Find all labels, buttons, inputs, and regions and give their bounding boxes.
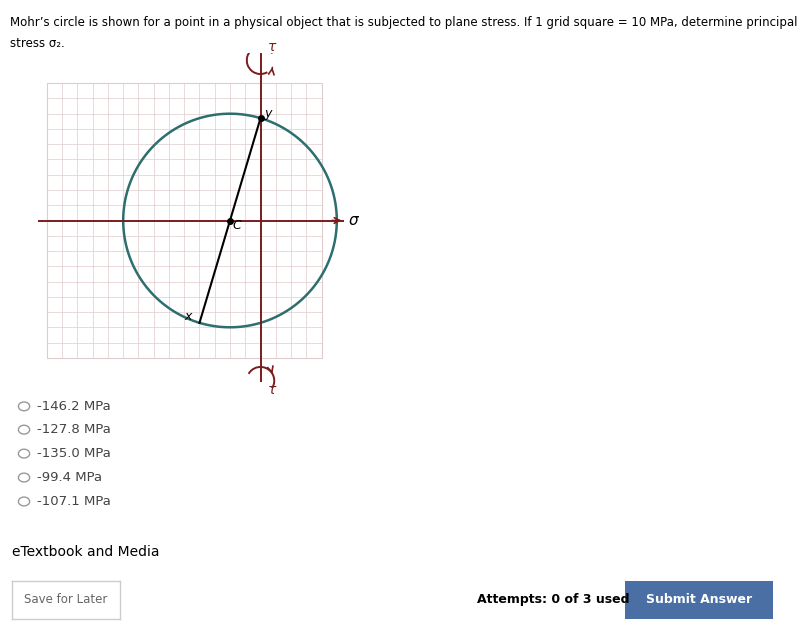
Text: τ: τ <box>268 384 276 398</box>
Text: x: x <box>184 310 191 323</box>
Text: -127.8 MPa: -127.8 MPa <box>37 423 111 436</box>
Bar <box>47 83 321 358</box>
Text: -135.0 MPa: -135.0 MPa <box>37 447 111 460</box>
Text: eTextbook and Media: eTextbook and Media <box>12 545 159 559</box>
Text: stress σ₂.: stress σ₂. <box>10 37 64 50</box>
Text: τ: τ <box>268 40 276 54</box>
Text: Mohr’s circle is shown for a point in a physical object that is subjected to pla: Mohr’s circle is shown for a point in a … <box>10 16 797 29</box>
Text: -146.2 MPa: -146.2 MPa <box>37 400 111 413</box>
Text: σ: σ <box>349 213 359 228</box>
Text: Save for Later: Save for Later <box>24 593 108 606</box>
Text: y: y <box>264 106 272 120</box>
Text: Attempts: 0 of 3 used: Attempts: 0 of 3 used <box>477 593 629 606</box>
Text: Submit Answer: Submit Answer <box>646 593 752 606</box>
Bar <box>47 83 321 358</box>
Text: C: C <box>232 219 241 232</box>
Text: -99.4 MPa: -99.4 MPa <box>37 471 102 484</box>
Text: -107.1 MPa: -107.1 MPa <box>37 495 111 508</box>
